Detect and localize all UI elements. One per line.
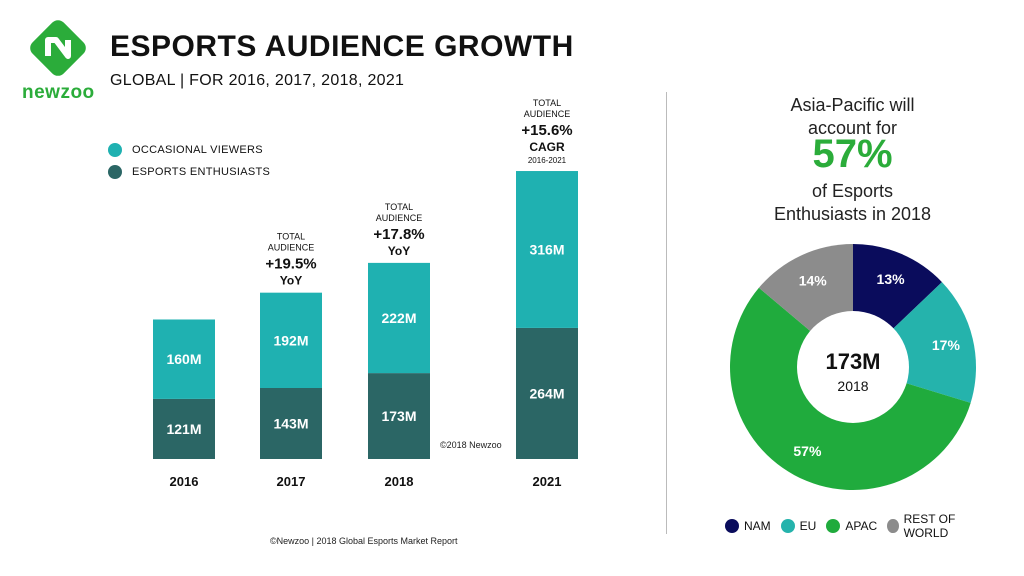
logo-wordmark: newzoo bbox=[22, 82, 95, 103]
annotation-2017-line2: +19.5% bbox=[265, 256, 316, 273]
bar-enthusiasts-2021 bbox=[516, 327, 578, 459]
source-footer: ©Newzoo | 2018 Global Esports Market Rep… bbox=[270, 536, 458, 546]
bar-label-enthusiasts-2016: 121M bbox=[166, 421, 201, 437]
bar-label-occasional-2021: 316M bbox=[529, 241, 564, 257]
bar-enthusiasts-2016 bbox=[153, 398, 215, 459]
bar-occasional-2018 bbox=[368, 262, 430, 374]
annotation-2017-line1: AUDIENCE bbox=[268, 243, 315, 253]
donut-chart: 13% 17% 57% 14% 173M 2018 bbox=[729, 244, 976, 491]
donut-hole bbox=[797, 311, 909, 423]
bar-label-occasional-2017: 192M bbox=[273, 332, 308, 348]
annotation-2017-line3: YoY bbox=[280, 274, 302, 288]
bar-occasional-2017 bbox=[260, 292, 322, 389]
chart-credit: ©2018 Newzoo bbox=[440, 440, 502, 450]
bar-enthusiasts-2017 bbox=[260, 388, 322, 459]
legend-enthusiasts-swatch bbox=[108, 165, 122, 179]
x-tick-2018: 2018 bbox=[385, 474, 414, 489]
pie-legend-nam-label: NAM bbox=[744, 519, 771, 533]
bar-label-enthusiasts-2018: 173M bbox=[381, 408, 416, 424]
pie-legend-nam: NAM bbox=[725, 519, 771, 533]
legend-occasional-swatch bbox=[108, 143, 122, 157]
pie-caption-line3: of Esports bbox=[811, 181, 894, 201]
x-tick-2021: 2021 bbox=[533, 474, 562, 489]
pie-caption-line4: Enthusiasts in 2018 bbox=[773, 204, 932, 224]
pie-legend-apac-label: APAC bbox=[845, 519, 878, 533]
divider bbox=[666, 92, 667, 534]
pie-legend-nam-swatch bbox=[725, 519, 739, 533]
donut-center-label: 2018 bbox=[837, 378, 868, 394]
legend-enthusiasts-label: ESPORTS ENTHUSIASTS bbox=[132, 166, 271, 178]
bar-label-occasional-2016: 160M bbox=[166, 351, 201, 367]
annotation-2018-line2: +17.8% bbox=[373, 226, 424, 243]
pie-legend-eu-label: EU bbox=[799, 519, 817, 533]
bar-label-enthusiasts-2021: 264M bbox=[529, 385, 564, 401]
annotation-2017-line0: TOTAL bbox=[277, 232, 305, 242]
annotation-2021-line2: +15.6% bbox=[521, 122, 572, 139]
pie-caption-line2: account for bbox=[807, 118, 898, 138]
stacked-bar-chart: 121M 160M 2016 143M 192M 2017 173M 222M 2018 264M… bbox=[153, 98, 578, 489]
page-subtitle: GLOBAL | FOR 2016, 2017, 2018, 2021 bbox=[110, 72, 405, 89]
pie-legend-row-label: REST OF WORLD bbox=[903, 512, 956, 540]
newzoo-logo bbox=[30, 20, 86, 76]
annotation-2021-line4: 2016-2021 bbox=[528, 156, 567, 165]
pie-label-apac: 57% bbox=[793, 443, 822, 459]
legend-enthusiasts: ESPORTS ENTHUSIASTS bbox=[108, 165, 270, 179]
x-tick-2017: 2017 bbox=[277, 474, 306, 489]
annotation-2018-line0: TOTAL bbox=[385, 202, 413, 212]
legend-occasional: OCCASIONAL VIEWERS bbox=[108, 143, 263, 157]
donut-center-value: 173M bbox=[825, 349, 880, 374]
bar-occasional-2016 bbox=[153, 319, 215, 399]
pie-caption-highlight: 57% bbox=[812, 132, 893, 176]
page-title: ESPORTS AUDIENCE GROWTH bbox=[110, 30, 574, 63]
pie-legend-apac: APAC bbox=[826, 519, 877, 533]
bar-label-enthusiasts-2017: 143M bbox=[273, 416, 308, 432]
bar-enthusiasts-2018 bbox=[368, 373, 430, 459]
annotation-2021-line1: AUDIENCE bbox=[524, 109, 571, 119]
pie-legend: NAM EU APAC REST OF WORLD bbox=[720, 512, 990, 540]
pie-label-nam: 13% bbox=[877, 271, 906, 287]
annotation-2021-line0: TOTAL bbox=[533, 98, 561, 108]
x-tick-2016: 2016 bbox=[170, 474, 199, 489]
pie-legend-eu: EU bbox=[780, 519, 817, 533]
pie-label-rest-of-world: 14% bbox=[799, 272, 828, 288]
bar-occasional-2021 bbox=[516, 171, 578, 328]
annotation-2018-line3: YoY bbox=[388, 244, 410, 258]
bar-label-occasional-2018: 222M bbox=[381, 310, 416, 326]
pie-legend-eu-swatch bbox=[780, 519, 795, 533]
pie-label-eu: 17% bbox=[932, 337, 961, 353]
pie-legend-apac-swatch bbox=[826, 519, 841, 533]
pie-legend-row-swatch bbox=[887, 519, 899, 533]
annotation-2021-line3: CAGR bbox=[529, 140, 565, 154]
pie-legend-row: REST OF WORLD bbox=[887, 512, 985, 540]
pie-caption-line1: Asia-Pacific will bbox=[790, 95, 915, 115]
legend-occasional-label: OCCASIONAL VIEWERS bbox=[132, 144, 263, 156]
annotation-2018-line1: AUDIENCE bbox=[376, 213, 423, 223]
